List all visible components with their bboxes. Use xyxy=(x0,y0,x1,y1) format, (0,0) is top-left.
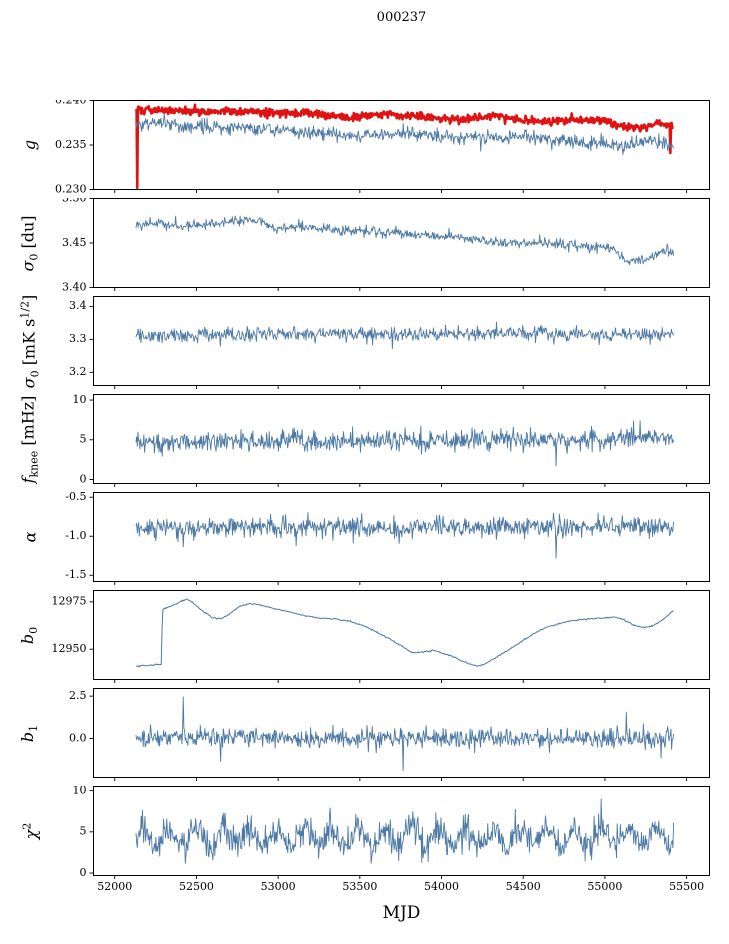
y-label-segment: [mK s xyxy=(19,318,39,370)
panel-alpha: α xyxy=(0,492,729,588)
y-axis-label-text-sigma0-mk: σ0 [mK s1/2] xyxy=(18,294,42,388)
y-axis-label-text-alpha: α xyxy=(20,531,39,543)
plot-canvas-b1 xyxy=(40,688,722,784)
plot-canvas-g xyxy=(40,100,722,196)
y-axis-label-text-sigma0-du: σ0 [du] xyxy=(18,214,41,272)
y-label-segment: σ xyxy=(18,260,38,272)
y-label-segment: b xyxy=(18,731,38,742)
plot-canvas-b0 xyxy=(40,590,722,686)
y-label-segment: 1 xyxy=(27,724,41,732)
panel-g: g xyxy=(0,100,729,196)
y-label-segment: α xyxy=(20,531,39,543)
y-label-segment: ] xyxy=(19,294,39,301)
y-axis-label-text-g: g xyxy=(20,139,39,151)
plot-canvas-fknee xyxy=(40,394,722,490)
y-label-segment: 1/2 xyxy=(18,300,32,319)
y-axis-label-text-fknee: fknee [mHz] xyxy=(18,395,41,483)
y-axis-label-text-b1: b1 xyxy=(18,724,41,742)
x-axis-label: MJD xyxy=(382,903,421,923)
chart-title: 000237 xyxy=(376,10,427,25)
panel-chi2: χ2 xyxy=(0,786,729,904)
y-axis-label-text-b0: b0 xyxy=(18,626,41,644)
y-label-segment: b xyxy=(18,633,38,644)
panel-sigma0-du: σ0 [du] xyxy=(0,198,729,294)
panel-fknee: fknee [mHz] xyxy=(0,394,729,490)
plot-canvas-sigma0-du xyxy=(40,198,722,294)
y-label-segment: 2 xyxy=(19,822,33,830)
y-label-segment: σ xyxy=(19,376,39,388)
y-label-segment: knee xyxy=(27,450,41,477)
panel-b0: b0 xyxy=(0,590,729,686)
y-label-segment: [du] xyxy=(18,214,38,254)
y-axis-label-text-chi2: χ2 xyxy=(19,822,40,840)
y-label-segment: χ xyxy=(20,829,40,840)
y-label-segment: 0 xyxy=(27,626,41,634)
panel-b1: b1 xyxy=(0,688,729,784)
plot-canvas-chi2 xyxy=(40,786,722,904)
y-label-segment: 0 xyxy=(27,253,41,261)
y-label-segment: [mHz] xyxy=(18,395,38,451)
y-label-segment: g xyxy=(20,139,39,151)
plot-canvas-alpha xyxy=(40,492,722,588)
panel-sigma0-mk: σ0 [mK s1/2] xyxy=(0,294,729,392)
y-label-segment: f xyxy=(18,476,38,483)
plot-canvas-sigma0-mk xyxy=(40,296,722,392)
